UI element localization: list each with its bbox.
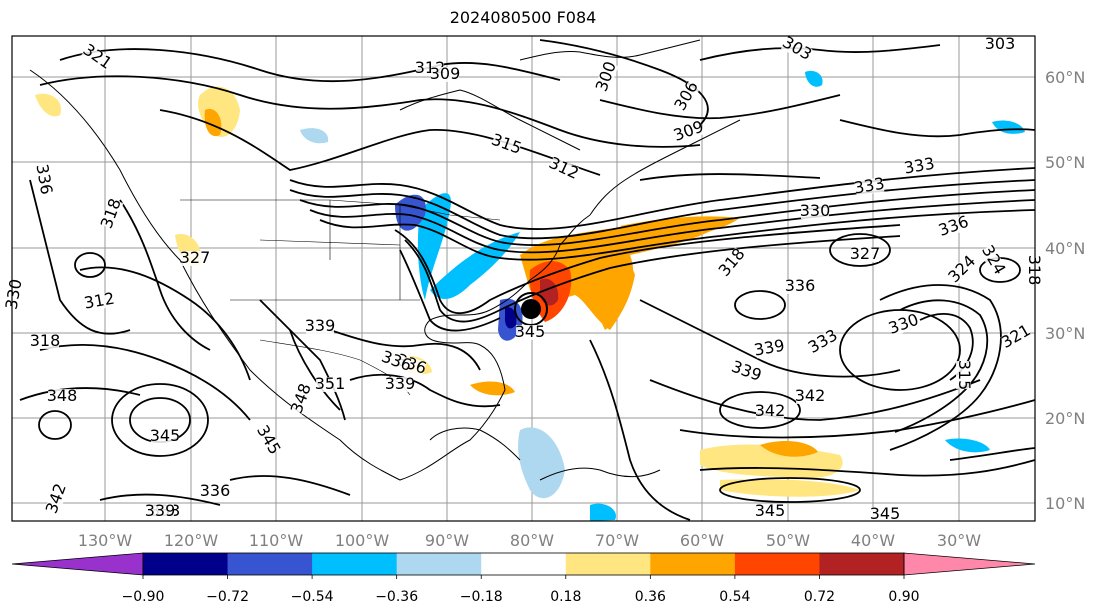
longitude-label: 100°W — [335, 531, 390, 550]
contour-label: 342 — [755, 401, 786, 420]
longitude-label: 90°W — [425, 531, 469, 550]
contour-label: 327 — [850, 244, 881, 263]
colorbar-outline — [142, 552, 905, 576]
atlantic-warm-b — [760, 440, 818, 457]
colorbar-tick-label: 0.90 — [888, 589, 919, 605]
colorbar-segment — [312, 553, 398, 575]
contour-label: 345 — [755, 501, 786, 520]
map-frame — [11, 35, 1036, 522]
contour-label: 339 — [385, 374, 416, 393]
longitude-label: 130°W — [78, 531, 133, 550]
latitude-label: 10°N — [1045, 494, 1085, 513]
contour-label: 345 — [515, 322, 546, 341]
colorbar-tick-label: −0.18 — [460, 589, 503, 605]
contour-label: 339 — [145, 501, 176, 520]
contour-label: 336 — [785, 276, 816, 295]
longitude-label: 110°W — [249, 531, 304, 550]
contour-label: 348 — [47, 386, 78, 405]
west-warm-b — [204, 108, 222, 137]
colorbar-segment — [481, 553, 567, 575]
colorbar-extend-max — [903, 552, 1036, 576]
colorbar-tick-label: 0.18 — [550, 589, 581, 605]
latitude-label: 50°N — [1045, 153, 1085, 172]
longitude-label: 120°W — [164, 531, 219, 550]
colorbar-segment — [819, 553, 905, 575]
coastlines — [29, 39, 741, 481]
contour-label: 327 — [180, 248, 211, 267]
contour-label: 342 — [795, 386, 826, 405]
latitude-label: 60°N — [1045, 68, 1085, 87]
colorbar-segment — [565, 553, 651, 575]
longitude-label: 70°W — [595, 531, 639, 550]
contour-label: 330 — [800, 201, 831, 220]
contour-label: 345 — [870, 504, 901, 523]
colorbar-segment — [227, 553, 313, 575]
contour-label: 345 — [150, 426, 181, 445]
longitude-label: 60°W — [680, 531, 724, 550]
map-title: 2024080500 F084 — [449, 8, 597, 27]
longitude-label: 80°W — [510, 531, 554, 550]
colorbar-segment — [143, 553, 229, 575]
colorbar — [11, 552, 1036, 576]
contour-label: 339 — [305, 316, 336, 335]
atlantic-warm-c — [720, 479, 860, 497]
contour-label: 315 — [955, 360, 974, 391]
cold-peak — [504, 307, 517, 329]
colorbar-tick-label: −0.90 — [122, 589, 165, 605]
colorbar-extend-min — [11, 552, 144, 576]
longitude-labels: 130°W 120°W 110°W 100°W 90°W 80°W 70°W 60°W 50°W… — [78, 531, 981, 550]
colorbar-tick-labels: −0.90 −0.72 −0.54 −0.36 −0.18 0.18 0.36 0.54 0.7… — [122, 575, 920, 605]
alaska-warm — [35, 93, 61, 117]
canada-cold — [300, 128, 329, 144]
colorbar-tick-label: −0.54 — [291, 589, 334, 605]
longitude-label: 40°W — [851, 531, 895, 550]
latitude-label: 40°N — [1045, 239, 1085, 258]
contour-label: 336 — [200, 481, 231, 500]
colorbar-tick-label: 0.54 — [719, 589, 750, 605]
colorbar-segment — [396, 553, 482, 575]
south-cold — [590, 503, 616, 521]
caribbean-cold — [518, 427, 565, 499]
east-cold — [945, 438, 990, 453]
isentropic-contours — [19, 39, 1036, 521]
colorbar-segment — [650, 553, 736, 575]
greenland-cold — [805, 70, 823, 87]
contour-label: 303 — [985, 34, 1016, 53]
longitude-label: 50°W — [766, 531, 810, 550]
cold-core-a — [395, 194, 426, 231]
latitude-label: 30°N — [1045, 324, 1085, 343]
latitude-label: 20°N — [1045, 409, 1085, 428]
cyclone-center — [521, 299, 541, 319]
warm-lobe — [590, 253, 635, 330]
contour-label: 318 — [30, 331, 61, 350]
colorbar-segment — [734, 553, 820, 575]
colorbar-tick-label: −0.72 — [206, 589, 249, 605]
colorbar-tick-label: −0.36 — [375, 589, 418, 605]
colorbar-tick-label: 0.36 — [635, 589, 666, 605]
contour-label: 309 — [430, 64, 461, 83]
latitude-labels: 60°N 50°N 40°N 30°N 20°N 10°N — [1045, 68, 1085, 513]
contour-label: 351 — [315, 374, 346, 393]
longitude-label: 30°W — [937, 531, 981, 550]
colorbar-tick-label: 0.72 — [804, 589, 835, 605]
